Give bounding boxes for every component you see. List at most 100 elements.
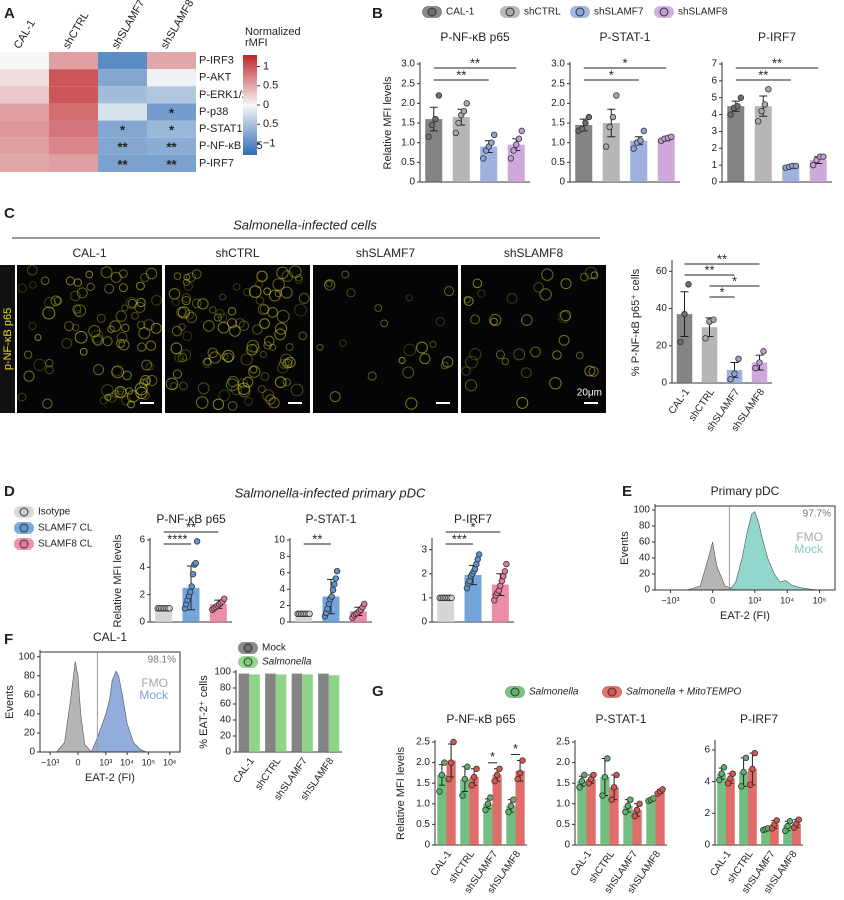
bar (507, 144, 525, 182)
cell (267, 306, 279, 318)
cell (227, 306, 237, 316)
micrograph (17, 265, 162, 413)
cell (234, 317, 245, 328)
data-point (633, 806, 641, 814)
y-tick-label: 0 (29, 747, 35, 758)
x-tick-label: CAL-1 (232, 756, 258, 786)
heatmap-cell (98, 69, 147, 87)
heatmap-cell (0, 52, 49, 70)
bar (437, 774, 447, 845)
significance-label: ** (717, 251, 727, 266)
data-point (758, 107, 765, 115)
column-label: shSLAMF8 (159, 0, 197, 51)
cell (118, 283, 128, 293)
cell (268, 397, 280, 409)
data-point (192, 560, 199, 567)
x-tick-label: −10³ (661, 595, 679, 605)
data-point (716, 776, 723, 784)
column-label: shCTRL (61, 10, 92, 51)
cell (53, 296, 63, 305)
cell (42, 398, 53, 409)
bar (600, 777, 610, 845)
colorbar-tick-label: 0.5 (263, 80, 278, 92)
data-point (519, 757, 526, 764)
cell (101, 384, 114, 397)
legend-label: CAL-1 (446, 7, 475, 18)
cell (405, 397, 418, 410)
cell (131, 311, 139, 320)
heatmap-cell (49, 137, 98, 155)
colorbar-tick-label: −1 (263, 137, 276, 149)
cell (88, 325, 101, 338)
data-point (333, 567, 341, 575)
chart-title: P-IRF7 (758, 30, 796, 44)
cell (136, 297, 146, 308)
heatmap-cell (49, 103, 98, 121)
cell (250, 343, 260, 354)
y-tick-label: 0.5 (401, 157, 415, 168)
data-point (738, 783, 745, 790)
legend-label: Salmonella + MitoTEMPO (626, 687, 742, 698)
cell (242, 376, 254, 388)
cell (173, 272, 182, 280)
y-tick-label: 2 (279, 600, 285, 611)
significance-label: * (470, 519, 475, 534)
data-point (727, 376, 734, 383)
cell (463, 296, 474, 307)
cell (501, 357, 510, 366)
cell (229, 325, 241, 337)
cell (72, 304, 82, 314)
y-tick-label: 20 (24, 728, 36, 739)
cell (183, 281, 193, 291)
cell (490, 317, 498, 326)
data-point (331, 581, 338, 588)
bar (602, 123, 620, 182)
bar (328, 675, 340, 752)
cell (197, 298, 209, 310)
bar (275, 674, 287, 752)
data-point (578, 777, 586, 785)
bar (483, 803, 493, 845)
data-point (510, 147, 517, 154)
cell (558, 310, 571, 324)
legend-marker (510, 687, 520, 697)
data-point (166, 605, 173, 612)
legend-marker (243, 643, 253, 653)
cell (182, 278, 191, 286)
data-point (448, 594, 455, 602)
y-tick-label: 0.5 (416, 819, 430, 830)
cell (259, 350, 267, 358)
bar (515, 770, 525, 845)
cell (90, 329, 104, 343)
cell (125, 296, 138, 310)
data-point (482, 806, 489, 814)
heatmap-cell (147, 86, 196, 104)
data-point (425, 133, 432, 140)
cell (259, 304, 270, 314)
x-tick-label: 0 (75, 757, 80, 767)
cell (520, 367, 532, 379)
data-point (461, 775, 469, 783)
data-point (606, 123, 613, 131)
chart-title: P-STAT-1 (596, 712, 647, 726)
colorbar-tick-label: 0.5 (263, 118, 278, 130)
cell (298, 292, 310, 304)
cell (584, 365, 596, 377)
y-tick-label: 4 (139, 562, 145, 573)
cell (549, 377, 562, 390)
cell (325, 280, 333, 288)
data-point (734, 102, 741, 110)
bar (302, 674, 313, 752)
cell (530, 346, 541, 358)
cell (440, 361, 449, 370)
cell (191, 298, 202, 309)
chart-title: Primary pDC (711, 484, 780, 498)
y-axis-label: Relative MFI levels (112, 534, 124, 627)
cell (146, 375, 158, 387)
cell (218, 389, 231, 402)
x-axis-label: EAT-2 (FI) (720, 610, 770, 622)
y-tick-label: 3 (711, 126, 717, 137)
y-tick-label: 80 (639, 521, 651, 532)
cell (26, 264, 38, 276)
